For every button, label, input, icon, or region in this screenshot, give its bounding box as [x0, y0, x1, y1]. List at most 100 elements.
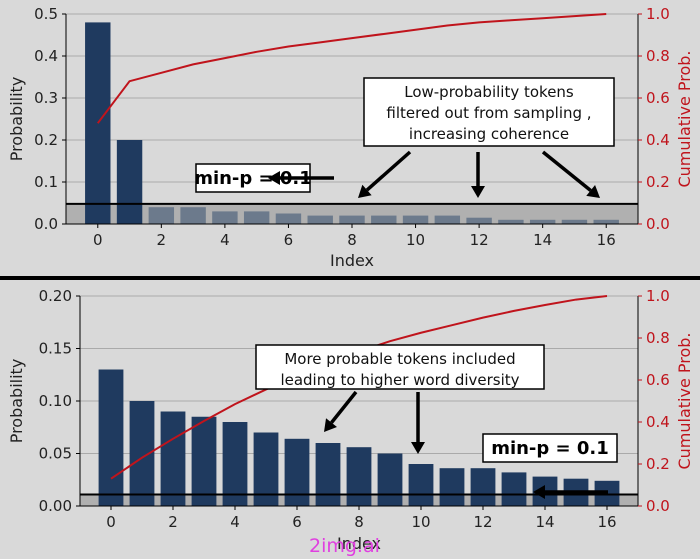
y2-tick-label: 0.2 [646, 173, 670, 191]
y2-tick-label: 0.4 [646, 131, 670, 149]
y-tick-label: 0.15 [39, 340, 72, 358]
bar-index-0 [98, 369, 124, 506]
bar-index-4 [222, 422, 248, 506]
x-tick-label: 8 [354, 513, 364, 531]
y-tick-label: 0.2 [34, 131, 58, 149]
y2-tick-label: 1.0 [646, 5, 670, 23]
x-tick-label: 16 [597, 231, 616, 249]
bar-index-2 [160, 411, 186, 506]
x-tick-label: 12 [473, 513, 492, 531]
y2-tick-label: 0.0 [646, 497, 670, 515]
bar-index-4 [212, 211, 238, 224]
x-tick-label: 8 [347, 231, 357, 249]
x-axis-label: Index [337, 534, 381, 553]
min-p-arrow-head [268, 171, 280, 185]
bar-index-12 [466, 217, 492, 224]
bar-index-9 [371, 215, 397, 224]
bar-index-9 [377, 453, 403, 506]
x-tick-label: 10 [406, 231, 425, 249]
bar-index-6 [284, 438, 310, 506]
y2-axis-label: Cumulative Prob. [675, 332, 694, 469]
min-p-label: min-p = 0.1 [194, 168, 312, 189]
y-tick-label: 0.1 [34, 173, 58, 191]
y-tick-label: 0.0 [34, 215, 58, 233]
y2-tick-label: 0.6 [646, 89, 670, 107]
annotation-line: leading to higher word diversity [280, 371, 519, 389]
y-tick-label: 0.4 [34, 47, 58, 65]
bottom-chart-panel: 0 2 4 6 8 10 12 14 16 0.00 0.05 0.10 0.15 0.20 0.0 0.2 0… [7, 287, 694, 553]
bar-index-12 [470, 468, 496, 506]
bar-index-1 [116, 140, 143, 224]
annotation-arrow-head [586, 185, 600, 198]
bar-index-2 [148, 207, 175, 224]
bar-index-13 [501, 472, 527, 506]
x-tick-label: 4 [220, 231, 230, 249]
x-tick-label: 2 [157, 231, 167, 249]
annotation-line: Low-probability tokens [404, 83, 574, 101]
y-tick-label: 0.10 [39, 392, 72, 410]
annotation-line: increasing coherence [409, 125, 569, 143]
x-tick-label: 10 [411, 513, 430, 531]
y2-tick-label: 0.0 [646, 215, 670, 233]
bar-index-11 [439, 468, 465, 506]
bar-index-13 [498, 219, 524, 224]
annotation-box [255, 344, 545, 390]
bar-index-8 [346, 447, 372, 506]
y-tick-label: 0.05 [39, 445, 72, 463]
y-tick-label: 0.5 [34, 5, 58, 23]
min-p-label: min-p = 0.1 [491, 438, 609, 459]
y-axis-label: Probability [7, 77, 26, 162]
x-tick-label: 16 [597, 513, 616, 531]
y2-tick-label: 1.0 [646, 287, 670, 305]
watermark: 2img.ai [309, 535, 380, 557]
x-tick-label: 2 [168, 513, 178, 531]
annotation-line: More probable tokens included [284, 350, 515, 368]
annotation-arrow-head [324, 418, 337, 432]
bar-index-14 [529, 219, 556, 224]
annotation-arrow-shaft [365, 150, 412, 192]
x-tick-label: 14 [535, 513, 554, 531]
annotation-arrow-head [471, 186, 485, 198]
y2-tick-label: 0.6 [646, 371, 670, 389]
bar-index-16 [593, 219, 619, 224]
bar-index-15 [561, 219, 588, 224]
annotation-arrow-shaft [541, 150, 592, 192]
min-p-box [482, 433, 618, 463]
y-tick-label: 0.00 [39, 497, 72, 515]
bar-index-5 [243, 211, 270, 224]
cumulative-line [96, 13, 607, 124]
y2-tick-label: 0.8 [646, 47, 670, 65]
x-axis-label: Index [330, 251, 374, 270]
bar-index-8 [339, 215, 365, 224]
bar-index-3 [191, 416, 217, 506]
bar-index-7 [315, 443, 341, 506]
annotation-line: filtered out from sampling , [386, 104, 591, 122]
bar-index-10 [408, 464, 434, 506]
x-tick-label: 6 [284, 231, 294, 249]
bar-index-6 [275, 213, 302, 224]
y-tick-label: 0.3 [34, 89, 58, 107]
filtered-region [66, 203, 638, 224]
bar-index-3 [180, 207, 206, 224]
bar-index-0 [85, 22, 111, 225]
y2-axis-label: Cumulative Prob. [675, 50, 694, 187]
x-tick-label: 0 [93, 231, 103, 249]
bar-index-7 [307, 215, 333, 224]
x-tick-label: 0 [106, 513, 116, 531]
x-tick-label: 4 [230, 513, 240, 531]
y2-tick-label: 0.8 [646, 329, 670, 347]
y2-tick-label: 0.2 [646, 455, 670, 473]
y-tick-label: 0.20 [39, 287, 72, 305]
x-tick-label: 6 [292, 513, 302, 531]
top-chart-panel: 0 2 4 6 8 10 12 14 16 0.0 0.1 0.2 0.3 0.4 0.5 0.0 0.2 0.4… [7, 5, 694, 270]
annotation-arrow-shaft [330, 390, 358, 424]
annotation-box [363, 77, 615, 147]
x-tick-label: 14 [533, 231, 552, 249]
y2-tick-label: 0.4 [646, 413, 670, 431]
bar-index-10 [402, 215, 429, 224]
annotation-arrow-head [411, 442, 425, 454]
bar-index-11 [434, 215, 461, 224]
y-axis-label: Probability [7, 359, 26, 444]
annotation-arrow-head [358, 184, 372, 198]
